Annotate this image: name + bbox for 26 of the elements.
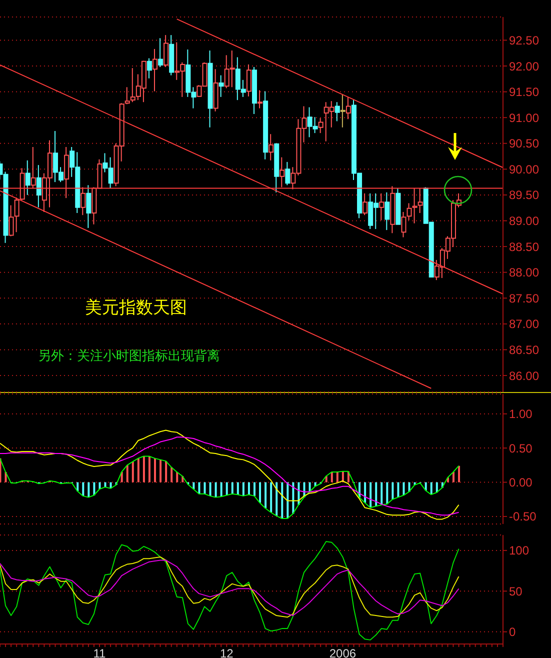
y-tick-label: 91.00 xyxy=(509,110,540,125)
y-tick-label: -0.50 xyxy=(509,510,537,524)
y-tick-label: 0.50 xyxy=(509,441,533,456)
y-tick-label: 88.00 xyxy=(509,266,540,280)
y-tick-label: 87.00 xyxy=(509,317,540,332)
y-tick-label: 0.00 xyxy=(509,476,533,490)
y-tick-label: 90.50 xyxy=(509,136,540,151)
y-tick-label: 88.50 xyxy=(509,240,540,254)
x-tick-label: 12 xyxy=(220,646,234,658)
y-tick-label: 86.00 xyxy=(509,368,540,383)
y-tick-label: 87.50 xyxy=(509,291,540,306)
x-tick-label: 2006 xyxy=(329,646,356,658)
y-tick-label: 89.50 xyxy=(509,188,540,202)
y-tick-label: 50 xyxy=(509,584,523,598)
annotation: 另外：关注小时图指标出现背离 xyxy=(38,348,220,365)
x-tick-label: 11 xyxy=(93,646,106,658)
y-tick-label: 86.50 xyxy=(509,342,540,357)
y-tick-label: 91.50 xyxy=(509,85,540,100)
y-tick-label: 92.50 xyxy=(509,33,540,48)
y-tick-label: 1.00 xyxy=(509,407,533,422)
y-tick-label: 89.00 xyxy=(509,214,540,228)
y-tick-label: 100 xyxy=(509,544,530,558)
y-tick-label: 90.00 xyxy=(509,162,540,176)
y-tick-label: 92.00 xyxy=(509,59,540,74)
y-tick-label: 0 xyxy=(509,625,516,640)
annotation: 美元指数天图 xyxy=(85,297,187,319)
